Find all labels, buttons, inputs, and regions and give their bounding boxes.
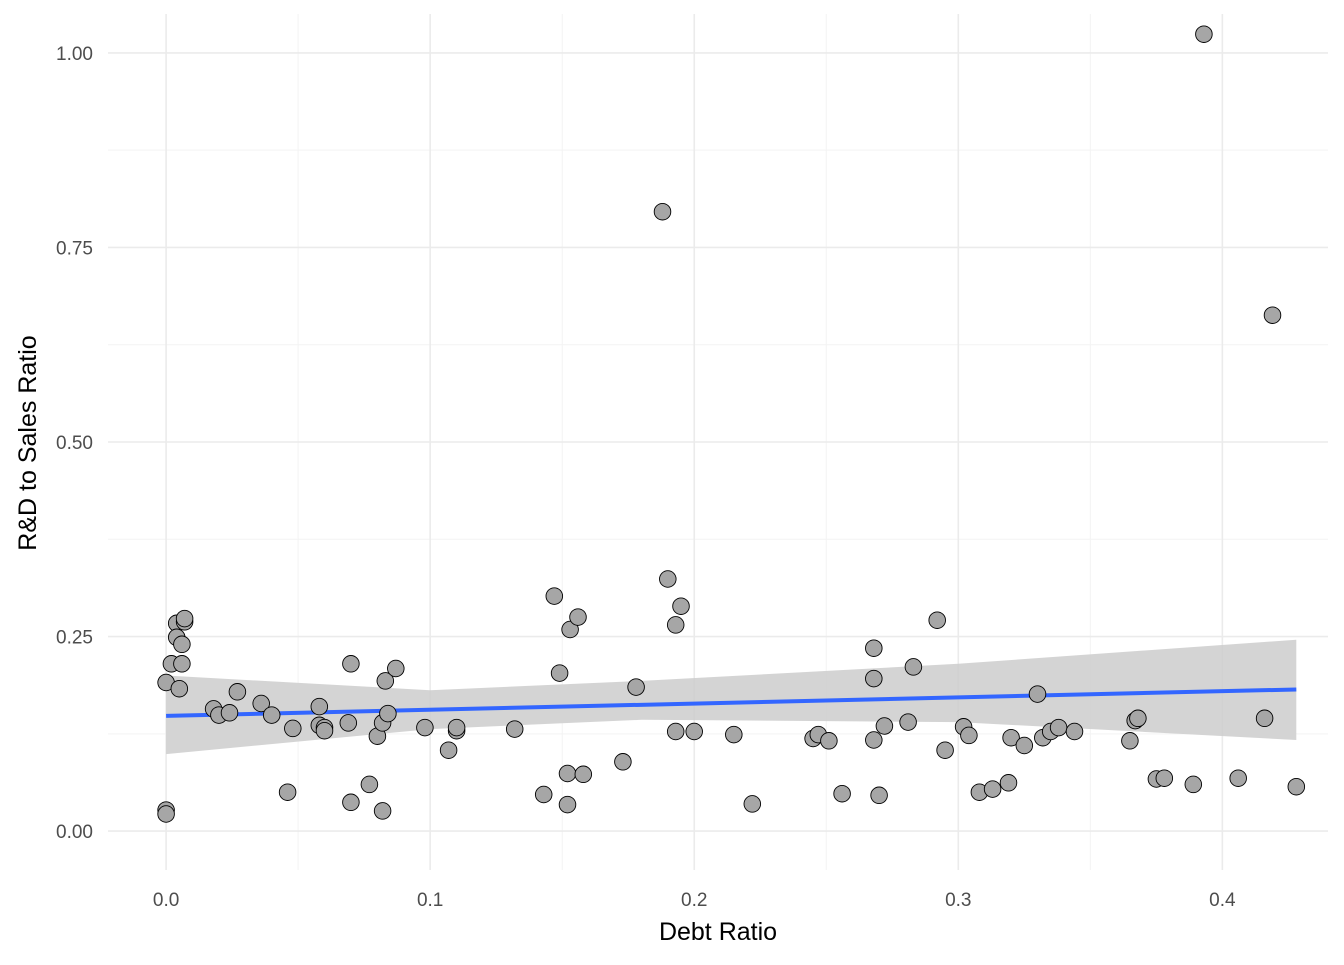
data-point — [666, 722, 685, 741]
y-axis-tick-labels: 0.00 0.25 0.50 0.75 1.00 — [56, 44, 93, 843]
regression-line — [166, 687, 1297, 718]
data-point — [569, 608, 587, 626]
data-point — [928, 611, 946, 629]
y-tick-label: 0.75 — [56, 238, 93, 259]
data-point — [170, 679, 189, 698]
x-tick-label: 0.3 — [945, 890, 971, 911]
data-point — [659, 570, 677, 588]
data-point — [550, 664, 569, 682]
data-point — [1263, 306, 1282, 324]
y-tick-label: 0.50 — [56, 433, 93, 454]
data-point — [505, 720, 524, 738]
data-point — [672, 597, 690, 615]
data-point — [1255, 709, 1274, 728]
data-point — [220, 704, 239, 722]
data-point — [1049, 718, 1068, 737]
data-point — [875, 717, 894, 735]
data-point — [865, 669, 883, 688]
data-point — [262, 706, 281, 724]
data-point — [1002, 728, 1020, 747]
data-point — [936, 741, 954, 759]
data-point — [447, 718, 466, 737]
data-point — [983, 780, 1002, 798]
x-tick-label: 0.1 — [417, 890, 443, 911]
x-tick-label: 0.4 — [1209, 890, 1236, 911]
x-axis-title: Debt Ratio — [659, 918, 777, 946]
data-point — [833, 784, 851, 803]
data-point — [252, 694, 270, 713]
data-point — [284, 719, 302, 738]
data-point — [1015, 736, 1034, 755]
data-point — [870, 786, 888, 805]
data-point — [904, 658, 923, 676]
trend-line-layer — [166, 687, 1297, 718]
data-point — [376, 672, 395, 690]
data-point — [1184, 775, 1203, 794]
data-point — [339, 714, 358, 732]
data-point — [278, 783, 297, 801]
data-point — [1287, 777, 1306, 796]
x-tick-label: 0.2 — [681, 890, 707, 911]
data-point — [743, 795, 762, 813]
data-point — [379, 704, 397, 723]
data-point — [360, 775, 379, 794]
data-point — [627, 678, 645, 696]
data-point — [342, 655, 360, 673]
data-point — [387, 659, 405, 678]
data-point — [534, 785, 553, 804]
x-tick-label: 0.0 — [153, 890, 179, 911]
data-point — [310, 697, 329, 716]
data-point — [416, 718, 434, 737]
data-point — [1229, 769, 1247, 787]
data-point — [1028, 685, 1047, 703]
data-point — [614, 753, 632, 771]
y-tick-label: 1.00 — [56, 44, 93, 65]
data-point — [1155, 769, 1174, 787]
data-point — [960, 726, 978, 745]
data-point — [865, 731, 883, 749]
data-point — [685, 722, 703, 741]
data-point — [373, 802, 392, 820]
data-point — [999, 774, 1018, 792]
data-point — [173, 635, 191, 654]
data-points — [157, 25, 1306, 823]
y-axis-title: R&D to Sales Ratio — [14, 335, 42, 550]
data-point — [666, 616, 685, 634]
y-tick-label: 0.00 — [56, 822, 93, 843]
data-point — [1065, 722, 1084, 741]
data-point — [558, 795, 577, 814]
data-point — [545, 587, 564, 605]
data-point — [228, 683, 247, 701]
y-tick-label: 0.25 — [56, 628, 93, 649]
data-point — [1129, 709, 1147, 728]
x-axis-tick-labels: 0.0 0.1 0.2 0.3 0.4 — [153, 890, 1236, 911]
data-point — [173, 655, 191, 673]
data-point — [439, 741, 458, 759]
data-point — [820, 732, 838, 750]
data-point — [574, 765, 593, 784]
data-point — [865, 639, 883, 657]
data-point — [725, 725, 743, 744]
data-point — [899, 713, 917, 731]
data-point — [175, 609, 194, 628]
data-point — [315, 721, 334, 740]
data-point — [342, 793, 360, 812]
data-point — [1195, 25, 1213, 43]
data-point — [558, 764, 577, 783]
data-point — [561, 620, 579, 639]
data-point — [653, 202, 672, 221]
data-point — [157, 805, 175, 823]
data-point — [1121, 732, 1139, 750]
